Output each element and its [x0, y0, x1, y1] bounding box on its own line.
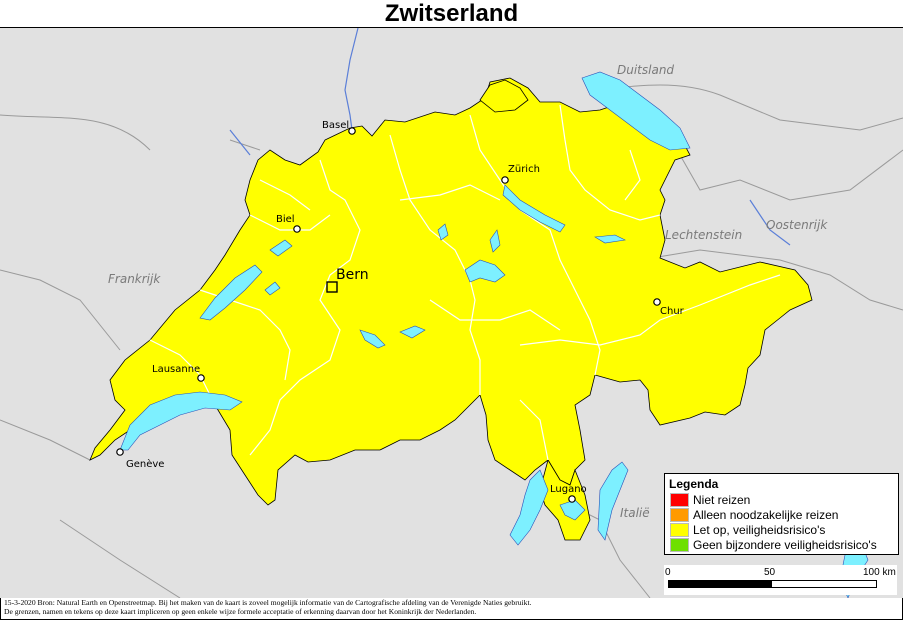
canton-borders [149, 104, 781, 461]
legend-swatch-red [670, 492, 689, 507]
title-bar: Zwitserland [0, 0, 903, 28]
lake-biel [269, 239, 293, 257]
lake-constance [581, 71, 691, 151]
map-svg [0, 28, 903, 598]
label-zurich: Zürich [508, 164, 540, 175]
label-biel: Biel [276, 214, 295, 225]
geneve-marker [116, 448, 124, 456]
lake-brienz [399, 325, 426, 339]
scale-end: 100 km [863, 567, 896, 578]
legend-label: Geen bijzondere veiligheidsrisico's [693, 537, 877, 552]
biel-marker [293, 225, 301, 233]
label-geneve: Genève [126, 459, 165, 470]
legend-item-let-op: Let op, veiligheidsrisico's [670, 522, 898, 537]
label-liechtenstein: Lechtenstein [665, 228, 743, 242]
label-lausanne: Lausanne [152, 364, 201, 375]
lake-maggiore [509, 469, 549, 546]
scale-seg-2 [772, 581, 876, 587]
map-title: Zwitserland [384, 0, 519, 27]
chur-marker [653, 298, 661, 306]
scale-bars [668, 580, 877, 588]
label-bern: Bern [336, 267, 369, 283]
lake-murten [264, 281, 281, 296]
bern-marker [326, 281, 338, 293]
legend-label: Alleen noodzakelijke reizen [693, 507, 839, 522]
scale-seg-1 [669, 581, 772, 587]
label-italy: Italië [620, 506, 650, 520]
legend-item-geen-risico: Geen bijzondere veiligheidsrisico's [670, 537, 898, 552]
basel-marker [348, 127, 356, 135]
legend-swatch-green [670, 537, 689, 552]
ticino-shape [539, 458, 591, 541]
lake-walen [594, 234, 626, 244]
label-lugano: Lugano [550, 484, 587, 495]
switzerland-shape [89, 77, 813, 506]
legend-title: Legenda [669, 477, 719, 491]
schaffhausen-shape [479, 79, 529, 113]
lugano-marker [568, 495, 576, 503]
lake-sempach [437, 223, 449, 241]
lake-zug [489, 229, 501, 253]
legend-label: Niet reizen [693, 492, 751, 507]
rivers [229, 28, 791, 246]
lakes [119, 71, 869, 598]
lake-geneva [119, 391, 243, 451]
label-basel: Basel [322, 120, 350, 131]
lausanne-marker [197, 374, 205, 382]
city-markers [116, 127, 661, 503]
label-austria: Oostenrijk [766, 218, 828, 232]
footer: 15-3-2020 Bron: Natural Earth en Openstr… [0, 598, 903, 620]
footer-line-1: 15-3-2020 Bron: Natural Earth en Openstr… [4, 598, 532, 607]
footer-line-2: De grenzen, namen en tekens op deze kaar… [4, 607, 477, 616]
zurich-marker [501, 176, 509, 184]
lake-como [597, 461, 629, 541]
scale-mid: 50 [764, 567, 776, 578]
legend-item-noodzakelijk: Alleen noodzakelijke reizen [670, 507, 898, 522]
lake-lucerne [464, 259, 506, 283]
scale-bar: 0 50 100 km [664, 565, 897, 595]
lake-zurich [502, 184, 566, 233]
legend-swatch-yellow [670, 522, 689, 537]
label-france: Frankrijk [108, 272, 161, 286]
scale-start: 0 [665, 567, 671, 578]
legend-swatch-orange [670, 507, 689, 522]
lake-neuchatel [199, 264, 263, 321]
label-chur: Chur [660, 306, 684, 317]
lake-thun [359, 329, 386, 349]
label-germany: Duitsland [617, 63, 675, 77]
legend-item-niet-reizen: Niet reizen [670, 492, 898, 507]
legend: Legenda Niet reizen Alleen noodzakelijke… [664, 473, 899, 555]
legend-label: Let op, veiligheidsrisico's [693, 522, 826, 537]
